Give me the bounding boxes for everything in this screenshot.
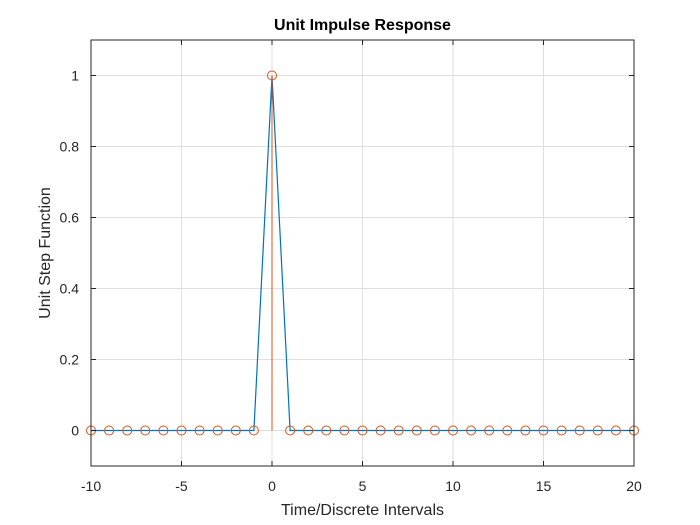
stem-marker: [466, 425, 477, 436]
y-tick-label: 0.8: [60, 139, 80, 155]
y-tick-label: 0.2: [60, 352, 80, 368]
stem-marker: [248, 425, 259, 436]
stem-marker: [429, 425, 440, 436]
stem-marker: [592, 425, 603, 436]
stem-marker: [375, 425, 386, 436]
x-tick-label: 10: [445, 478, 461, 494]
stem-marker: [104, 425, 115, 436]
stem-marker: [448, 425, 458, 436]
stem-marker: [122, 425, 133, 436]
series-layer: [86, 70, 639, 436]
stem-marker: [502, 425, 513, 436]
stem-marker: [357, 425, 368, 436]
x-tick-label: 20: [626, 478, 642, 494]
x-tick-label: -5: [175, 478, 188, 494]
stem-marker: [520, 425, 531, 436]
stem-marker: [321, 425, 332, 436]
stem-marker: [610, 425, 621, 436]
stem-marker: [574, 425, 585, 436]
impulse-line-series: [91, 75, 634, 432]
stem-marker: [411, 425, 422, 436]
tick-labels: -10 -5 0 5 10 15 20 0 0.2 0.4 0.6 0.8 1: [60, 68, 642, 495]
y-tick-label: 0.4: [60, 281, 80, 297]
stem-marker: [194, 425, 205, 436]
stem-marker: [267, 70, 277, 81]
stem-marker: [303, 425, 314, 436]
x-tick-label: 15: [536, 478, 552, 494]
impulse-stem-series: [86, 70, 639, 436]
y-tick-label: 0.6: [60, 210, 80, 226]
stem-marker: [393, 425, 404, 436]
stem-marker: [176, 425, 187, 436]
y-tick-label: 0: [71, 423, 79, 439]
stem-marker: [158, 425, 169, 436]
stem-marker: [212, 425, 223, 436]
y-axis-title: Unit Step Function: [37, 187, 54, 319]
stem-marker: [140, 425, 151, 436]
chart-title: Unit Impulse Response: [274, 17, 451, 34]
y-tick-label: 1: [71, 68, 79, 84]
stem-marker: [230, 425, 241, 436]
x-tick-label: 5: [359, 478, 367, 494]
stem-marker: [285, 425, 296, 436]
stem-marker: [339, 425, 350, 436]
stem-marker: [538, 425, 549, 436]
x-tick-label: -10: [81, 478, 101, 494]
x-axis-title: Time/Discrete Intervals: [281, 502, 444, 519]
x-tick-label: 0: [268, 478, 276, 494]
stem-marker: [484, 425, 495, 436]
tick-marks: [90, 40, 635, 466]
stem-marker: [556, 425, 567, 436]
